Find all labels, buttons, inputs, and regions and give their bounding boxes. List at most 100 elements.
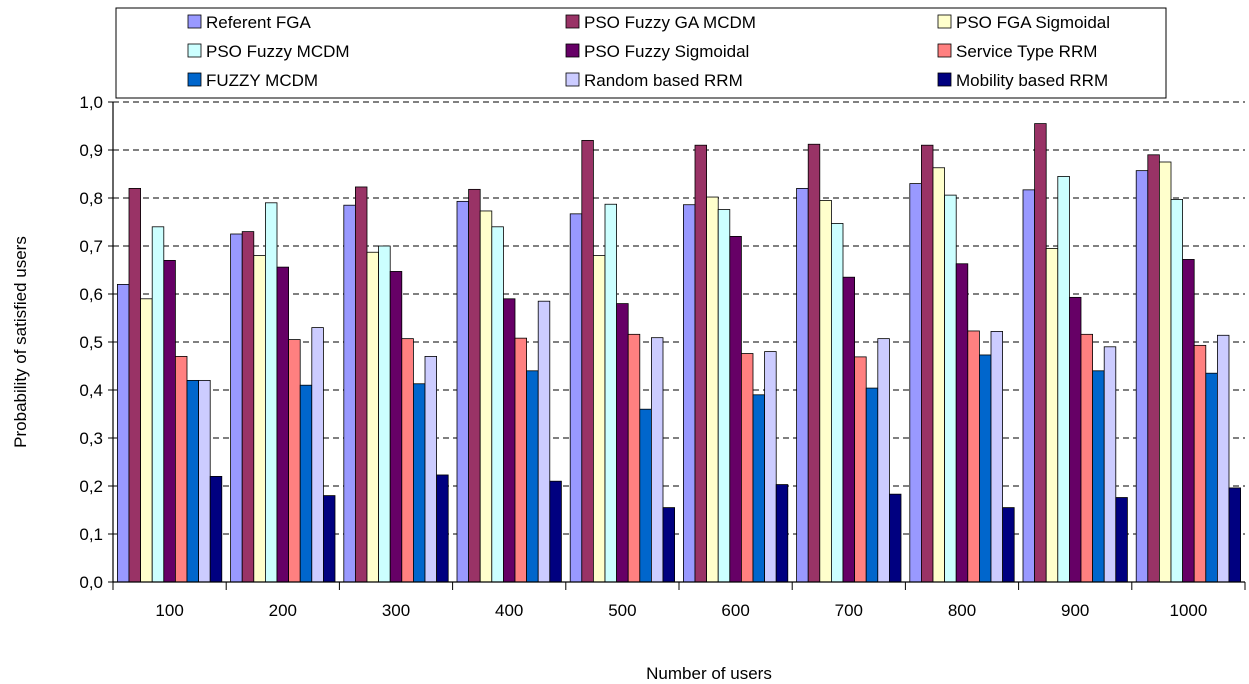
x-tick-label: 500 [608, 601, 636, 620]
bar-group-900 [1022, 123, 1128, 583]
bar-group-800 [909, 144, 1015, 583]
legend-item: PSO Fuzzy GA MCDM [565, 13, 756, 32]
bar [343, 204, 356, 583]
bar [456, 200, 470, 583]
bar [412, 383, 426, 583]
bar-group-1000 [1135, 154, 1242, 583]
bar [389, 271, 403, 583]
bar [752, 394, 766, 583]
legend-item: PSO Fuzzy MCDM [187, 42, 350, 61]
legend-swatch [937, 14, 952, 29]
legend-label: Referent FGA [206, 13, 312, 32]
legend-item: FUZZY MCDM [187, 71, 318, 90]
bar [322, 495, 336, 583]
bar [842, 276, 856, 583]
bar-group-200 [230, 202, 336, 583]
legend-swatch [937, 43, 952, 58]
bar [1182, 259, 1195, 583]
x-tick-label: 200 [269, 601, 297, 620]
bar [1170, 199, 1184, 583]
bar [796, 187, 809, 583]
bar [436, 474, 449, 583]
bar [932, 167, 946, 583]
bar [627, 333, 641, 583]
bar [1193, 344, 1207, 583]
bar [921, 144, 934, 583]
bar [288, 339, 301, 583]
legend-label: FUZZY MCDM [206, 71, 318, 90]
legend-box [115, 7, 1167, 99]
bar-group-300 [343, 186, 449, 583]
bar [491, 226, 504, 583]
legend-item: PSO Fuzzy Sigmoidal [565, 42, 749, 61]
legend-item: Referent FGA [187, 13, 312, 32]
bar [1045, 247, 1059, 583]
legend: Referent FGA PSO Fuzzy GA MCDM PSO FGA Sig… [115, 7, 1167, 99]
bar [593, 255, 606, 583]
bars [117, 123, 1242, 583]
bar [128, 187, 142, 583]
bar [955, 263, 969, 583]
bar [1103, 346, 1117, 583]
bar [1147, 154, 1160, 583]
y-axis-title: Probability of satisfied users [11, 236, 30, 448]
bar [264, 202, 278, 583]
bar [807, 143, 821, 583]
bar [117, 283, 130, 583]
bar [1034, 123, 1047, 583]
bar [209, 475, 223, 583]
bar [979, 354, 992, 583]
legend-swatch [565, 72, 580, 87]
legend-label: PSO Fuzzy GA MCDM [584, 13, 756, 32]
bar [140, 298, 153, 583]
bar [479, 210, 493, 583]
bar [299, 384, 313, 583]
bar [502, 298, 516, 583]
bar [401, 338, 414, 583]
bar [311, 327, 324, 583]
y-tick-label: 0,2 [79, 477, 103, 496]
bar [151, 226, 165, 583]
y-tick-label: 0,6 [79, 285, 103, 304]
y-tick-label: 0,4 [79, 381, 103, 400]
x-axis-title: Number of users [646, 664, 772, 683]
bar-group-700 [796, 143, 902, 583]
bar [717, 209, 731, 583]
bar [639, 408, 652, 583]
bar [694, 144, 708, 583]
x-tick-label: 300 [382, 601, 410, 620]
bar [1135, 170, 1149, 583]
bar [889, 493, 902, 583]
y-tick-label: 0,0 [79, 573, 103, 592]
y-tick-label: 0,5 [79, 333, 103, 352]
bar [253, 255, 266, 583]
x-tick-label: 800 [948, 601, 976, 620]
x-tick-label: 100 [155, 601, 183, 620]
y-tick-label: 0,3 [79, 429, 103, 448]
x-tick-label: 1000 [1169, 601, 1207, 620]
bar [549, 480, 562, 583]
legend-item: Service Type RRM [937, 42, 1097, 61]
legend-swatch [937, 72, 952, 87]
bar [230, 233, 243, 583]
bar [854, 356, 867, 583]
bar [831, 223, 844, 583]
bar [967, 330, 980, 583]
bar [706, 196, 719, 583]
legend-item: Mobility based RRM [937, 71, 1108, 90]
x-tick-labels: 100 200 300 400 500 600 700 800 900 1000 [155, 601, 1207, 620]
bar [276, 266, 290, 583]
bar [1022, 189, 1036, 583]
bar [662, 507, 676, 583]
y-tick-label: 0,8 [79, 189, 103, 208]
bar [174, 355, 188, 583]
bar [581, 139, 594, 583]
bar [651, 337, 664, 583]
legend-swatch [565, 43, 580, 58]
bar [990, 331, 1004, 583]
x-tick-label: 900 [1061, 601, 1089, 620]
bar [616, 303, 629, 583]
legend-item: PSO FGA Sigmoidal [937, 13, 1110, 32]
bar [569, 213, 583, 583]
